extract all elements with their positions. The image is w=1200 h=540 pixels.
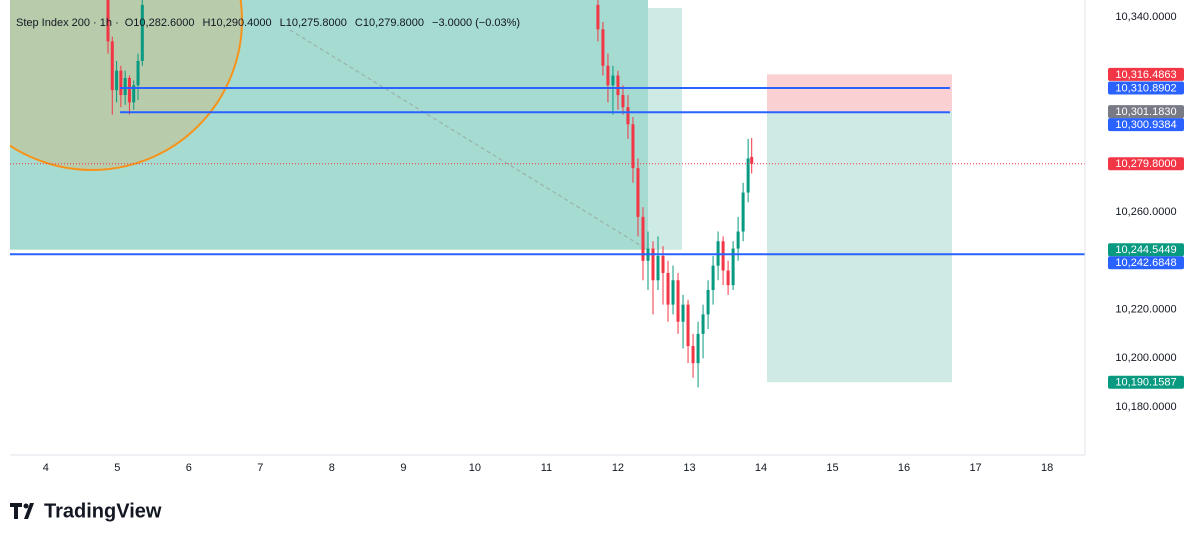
candle-body: [741, 192, 745, 232]
candle-body: [611, 75, 615, 86]
candle-body: [731, 248, 735, 286]
candle-body: [621, 95, 625, 108]
x-tick-label: 17: [969, 462, 981, 474]
x-tick-label: 15: [826, 462, 838, 474]
candle-body: [711, 265, 715, 291]
candle-body: [701, 314, 705, 334]
x-tick-label: 9: [400, 462, 406, 474]
candle-body: [626, 107, 630, 125]
x-tick-label: 5: [114, 462, 120, 474]
x-tick-label: 14: [755, 462, 767, 474]
brand-name: TradingView: [44, 500, 162, 522]
ohlc-value: C10,279.8000: [355, 17, 424, 29]
logo: TradingView: [10, 500, 162, 522]
plot-area: [10, 0, 1085, 388]
trend-line: [289, 29, 649, 251]
candle-body: [686, 304, 690, 347]
candle-body: [666, 272, 670, 305]
zone-band: [648, 8, 682, 250]
x-tick-label: 16: [898, 462, 910, 474]
candle-body: [636, 168, 640, 217]
ohlc-value: −3.0000 (−0.03%): [432, 17, 520, 29]
x-tick-label: 10: [469, 462, 481, 474]
candle-body: [726, 270, 730, 286]
y-tick-label: 10,220.0000: [1115, 303, 1176, 315]
price-label-bg: [1108, 157, 1184, 171]
x-tick-label: 18: [1041, 462, 1053, 474]
ohlc-value: H10,290.4000: [202, 17, 271, 29]
candle-body: [106, 0, 110, 42]
x-tick-label: 11: [541, 462, 552, 474]
candle-body: [721, 241, 725, 271]
stop-zone: [767, 74, 952, 112]
ohlc-value: O10,282.6000: [125, 17, 195, 29]
price-label: 10,301.1830: [1115, 106, 1176, 118]
price-label: 10,279.8000: [1115, 158, 1176, 170]
candle-body: [110, 41, 114, 91]
legend: Step Index 200 · 1h · O10,282.6000 H10,29…: [16, 17, 520, 29]
y-tick-label: 10,180.0000: [1115, 401, 1176, 413]
x-tick-label: 13: [683, 462, 695, 474]
candle-body: [115, 70, 119, 91]
candle-body: [616, 75, 620, 96]
target-zone: [767, 111, 952, 383]
candle-body: [750, 156, 754, 164]
candle-body: [631, 124, 635, 169]
symbol-title: Step Index 200 · 1h ·: [16, 17, 119, 29]
candle-body: [140, 4, 144, 61]
ohlc-value: L10,275.8000: [280, 17, 347, 29]
price-label: 10,190.1587: [1115, 377, 1176, 389]
price-label: 10,242.6848: [1115, 257, 1176, 269]
price-label: 10,310.8902: [1115, 82, 1176, 94]
candle-body: [641, 216, 645, 261]
x-tick-label: 6: [186, 462, 192, 474]
candle-body: [651, 248, 655, 281]
price-label-bg: [1108, 81, 1184, 95]
price-label: 10,244.5449: [1115, 244, 1176, 256]
candle-body: [671, 280, 675, 305]
candle-body: [661, 255, 665, 273]
candle-body: [123, 77, 127, 96]
x-tick-label: 7: [257, 462, 263, 474]
price-label-bg: [1108, 256, 1184, 270]
price-label-bg: [1108, 118, 1184, 132]
candle-body: [601, 29, 605, 66]
candle-body: [681, 304, 685, 322]
price-label-bg: [1108, 243, 1184, 257]
candle-body: [132, 85, 136, 103]
price-label-bg: [1108, 105, 1184, 119]
candle-body: [676, 280, 680, 322]
candle-body: [706, 290, 710, 315]
x-tick-label: 4: [43, 462, 49, 474]
candle-body: [691, 346, 695, 364]
price-label-bg: [1108, 375, 1184, 389]
x-tick-label: 12: [612, 462, 624, 474]
candle-body: [606, 65, 610, 86]
candle-body: [696, 333, 700, 364]
price-label-bg: [1108, 67, 1184, 81]
y-tick-label: 10,200.0000: [1115, 352, 1176, 364]
price-label: 10,300.9384: [1115, 119, 1176, 131]
y-tick-label: 10,260.0000: [1115, 206, 1176, 218]
candle-body: [136, 60, 140, 86]
candle-body: [119, 70, 123, 96]
x-tick-label: 8: [329, 462, 335, 474]
candle-body: [746, 158, 750, 193]
candle-body: [127, 77, 131, 103]
candle-body: [736, 231, 740, 249]
y-tick-label: 10,340.0000: [1115, 11, 1176, 23]
candle-body: [656, 255, 660, 281]
candle-body: [596, 4, 600, 30]
price-label: 10,316.4863: [1115, 69, 1176, 81]
